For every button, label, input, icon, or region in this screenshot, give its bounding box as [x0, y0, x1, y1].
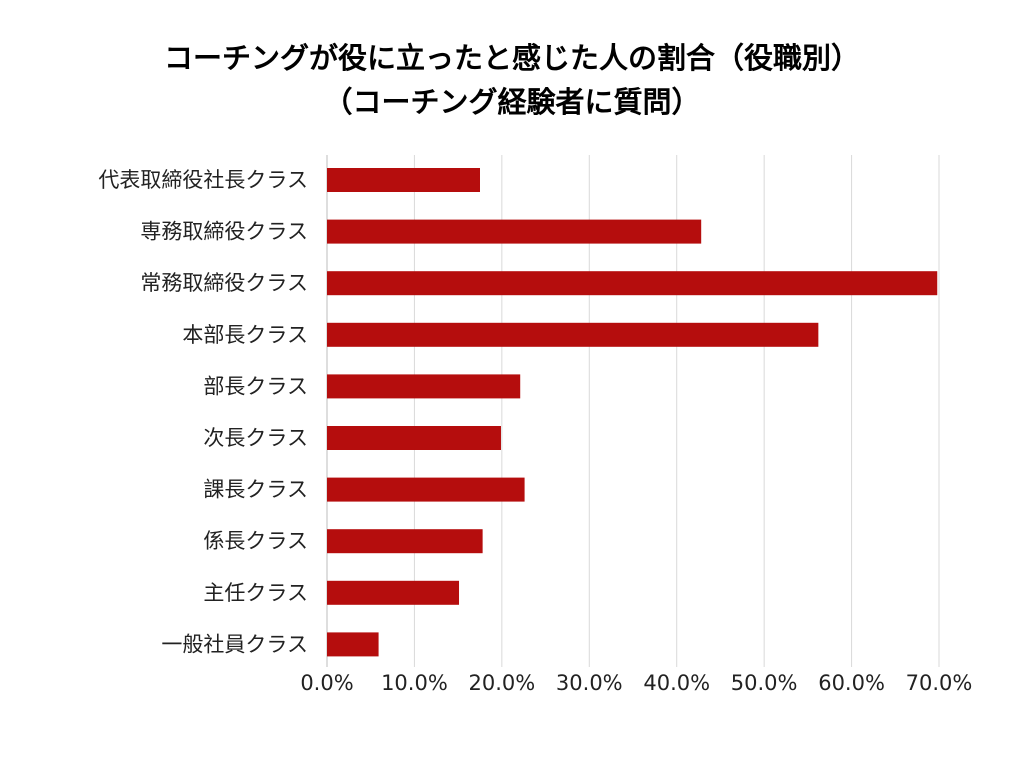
category-label: 一般社員クラス [161, 632, 308, 656]
category-label: 本部長クラス [182, 323, 308, 347]
x-tick-label: 10.0% [381, 671, 448, 695]
category-label: 常務取締役クラス [140, 271, 308, 295]
category-label: 部長クラス [203, 374, 308, 398]
chart-title-line-1: コーチングが役に立ったと感じた人の割合（役職別） [163, 41, 860, 75]
chart-title: コーチングが役に立ったと感じた人の割合（役職別） （コーチング経験者に質問） [0, 36, 1024, 124]
category-label: 専務取締役クラス [140, 220, 308, 244]
bar [327, 271, 938, 296]
category-label: 代表取締役社長クラス [98, 168, 308, 192]
bar [327, 219, 702, 244]
bar [327, 529, 483, 554]
x-tick-label: 20.0% [468, 671, 535, 695]
bar [327, 322, 819, 347]
category-label: 主任クラス [203, 581, 308, 605]
x-tick-label: 70.0% [906, 671, 973, 695]
bar [327, 426, 501, 450]
bar [327, 580, 460, 605]
x-tick-label: 60.0% [818, 671, 885, 695]
category-label: 課長クラス [203, 478, 308, 502]
x-tick-label: 30.0% [556, 671, 623, 695]
bar [327, 477, 525, 502]
x-tick-label: 40.0% [643, 671, 710, 695]
bar [327, 168, 480, 192]
category-label: 係長クラス [203, 529, 308, 553]
bar [327, 374, 521, 399]
chart-title-line-2: （コーチング経験者に質問） [323, 85, 701, 119]
bar [327, 632, 379, 657]
x-tick-label: 0.0% [300, 671, 353, 695]
x-tick-label: 50.0% [731, 671, 798, 695]
category-label: 次長クラス [203, 426, 308, 450]
